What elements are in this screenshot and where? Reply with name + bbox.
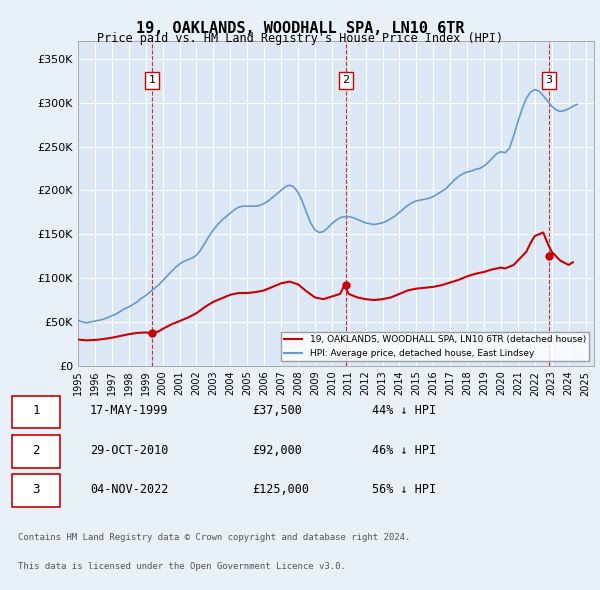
Text: 3: 3 bbox=[545, 76, 553, 85]
Text: 46% ↓ HPI: 46% ↓ HPI bbox=[372, 444, 436, 457]
Legend: 19, OAKLANDS, WOODHALL SPA, LN10 6TR (detached house), HPI: Average price, detac: 19, OAKLANDS, WOODHALL SPA, LN10 6TR (de… bbox=[281, 332, 589, 361]
Text: £125,000: £125,000 bbox=[252, 483, 309, 496]
Text: This data is licensed under the Open Government Licence v3.0.: This data is licensed under the Open Gov… bbox=[18, 562, 346, 571]
FancyBboxPatch shape bbox=[12, 435, 60, 468]
Text: 56% ↓ HPI: 56% ↓ HPI bbox=[372, 483, 436, 496]
Text: 2: 2 bbox=[32, 444, 40, 457]
Text: Price paid vs. HM Land Registry's House Price Index (HPI): Price paid vs. HM Land Registry's House … bbox=[97, 32, 503, 45]
Text: £92,000: £92,000 bbox=[252, 444, 302, 457]
Text: 17-MAY-1999: 17-MAY-1999 bbox=[90, 405, 169, 418]
Text: 29-OCT-2010: 29-OCT-2010 bbox=[90, 444, 169, 457]
Text: 44% ↓ HPI: 44% ↓ HPI bbox=[372, 405, 436, 418]
Text: 1: 1 bbox=[149, 76, 155, 85]
Text: Contains HM Land Registry data © Crown copyright and database right 2024.: Contains HM Land Registry data © Crown c… bbox=[18, 533, 410, 542]
Text: 3: 3 bbox=[32, 483, 40, 496]
Text: 2: 2 bbox=[342, 76, 349, 85]
Text: 1: 1 bbox=[32, 405, 40, 418]
FancyBboxPatch shape bbox=[12, 474, 60, 507]
Text: £37,500: £37,500 bbox=[252, 405, 302, 418]
Text: 04-NOV-2022: 04-NOV-2022 bbox=[90, 483, 169, 496]
FancyBboxPatch shape bbox=[12, 396, 60, 428]
Text: 19, OAKLANDS, WOODHALL SPA, LN10 6TR: 19, OAKLANDS, WOODHALL SPA, LN10 6TR bbox=[136, 21, 464, 35]
